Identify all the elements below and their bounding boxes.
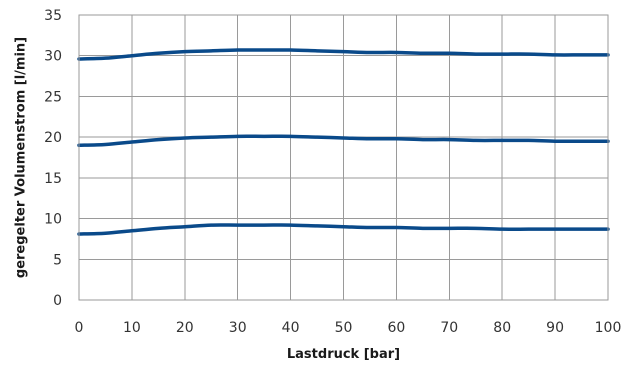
series-line-1 bbox=[77, 48, 610, 61]
series-line-3 bbox=[77, 223, 610, 236]
y-tick-label: 35 bbox=[44, 8, 62, 24]
y-tick-label: 10 bbox=[44, 212, 62, 228]
y-tick-label: 30 bbox=[44, 49, 62, 65]
x-tick-label: 70 bbox=[440, 320, 458, 336]
x-tick-label: 30 bbox=[229, 320, 247, 336]
series-group bbox=[77, 48, 610, 236]
grid-lines bbox=[78, 14, 609, 301]
y-tick-label: 15 bbox=[44, 171, 62, 187]
x-tick-label: 60 bbox=[387, 320, 405, 336]
x-axis-title: Lastdruck [bar] bbox=[287, 347, 400, 362]
x-tick-label: 90 bbox=[546, 320, 564, 336]
plot-frame bbox=[78, 14, 609, 301]
x-tick-label: 80 bbox=[493, 320, 511, 336]
y-tick-label: 5 bbox=[53, 252, 62, 268]
y-tick-labels: 0 5 10 15 20 25 30 35 bbox=[44, 8, 62, 309]
x-tick-label: 50 bbox=[335, 320, 353, 336]
y-axis-title: geregelter Volumenstrom [l/min] bbox=[14, 37, 29, 278]
x-tick-label: 10 bbox=[123, 320, 141, 336]
y-tick-label: 0 bbox=[53, 293, 62, 309]
x-tick-labels: 0 10 20 30 40 50 60 70 80 90 100 bbox=[75, 320, 622, 336]
x-tick-label: 20 bbox=[176, 320, 194, 336]
series-line-2 bbox=[77, 134, 610, 148]
y-tick-label: 25 bbox=[44, 89, 62, 105]
x-tick-label: 100 bbox=[595, 320, 622, 336]
x-tick-label: 0 bbox=[75, 320, 84, 336]
y-tick-label: 20 bbox=[44, 130, 62, 146]
x-tick-label: 40 bbox=[282, 320, 300, 336]
